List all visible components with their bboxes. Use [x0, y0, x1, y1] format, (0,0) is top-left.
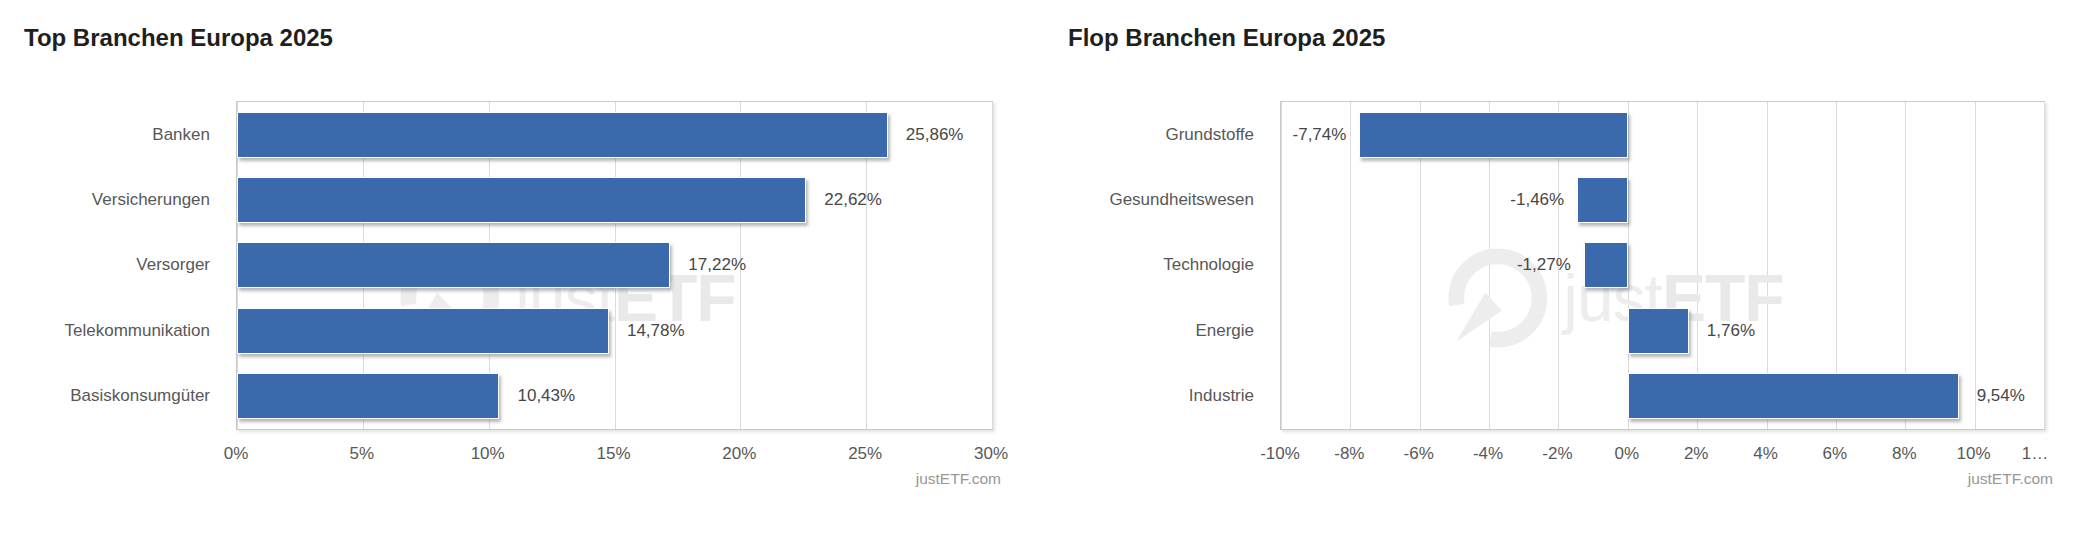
- value-label: -7,74%: [1293, 125, 1347, 145]
- x-tick-label: 10%: [1957, 444, 1991, 464]
- bar-row: Gesundheitswesen-1,46%: [1281, 167, 2044, 232]
- bar[interactable]: [237, 308, 609, 354]
- x-tick-label: -10%: [1260, 444, 1300, 464]
- bar[interactable]: [1577, 177, 1628, 223]
- bar-row: Banken25,86%: [237, 102, 992, 167]
- bar-row: Industrie9,54%: [1281, 364, 2044, 429]
- bar-row: Basiskonsumgüter10,43%: [237, 364, 992, 429]
- credit-justetf: justETF.com: [236, 470, 1001, 488]
- value-label: 10,43%: [517, 386, 575, 406]
- x-tick-label: 8%: [1892, 444, 1917, 464]
- bar[interactable]: [237, 373, 499, 419]
- x-tick-label: 20%: [722, 444, 756, 464]
- plot-area: justETF Banken25,86%Versicherungen22,62%…: [236, 101, 993, 430]
- bar-row: Versorger17,22%: [237, 233, 992, 298]
- x-tick-label: 6%: [1823, 444, 1848, 464]
- x-tick-label: 2%: [1684, 444, 1709, 464]
- bar-row: Grundstoffe-7,74%: [1281, 102, 2044, 167]
- category-label: Technologie: [1163, 255, 1254, 275]
- plot-area: justETF Grundstoffe-7,74%Gesundheitswese…: [1280, 101, 2045, 430]
- chart-title: Flop Branchen Europa 2025: [1068, 24, 1385, 52]
- x-tick-label: 15%: [596, 444, 630, 464]
- x-tick-label: 0%: [224, 444, 249, 464]
- category-label: Gesundheitswesen: [1109, 190, 1254, 210]
- credit-justetf: justETF.com: [1280, 470, 2053, 488]
- value-label: 14,78%: [627, 321, 685, 341]
- category-label: Basiskonsumgüter: [70, 386, 210, 406]
- bar-row: Technologie-1,27%: [1281, 233, 2044, 298]
- category-label: Energie: [1195, 321, 1254, 341]
- x-tick-label: 0%: [1615, 444, 1640, 464]
- x-tick-label: -6%: [1404, 444, 1434, 464]
- bar[interactable]: [237, 177, 806, 223]
- bar-row: Energie1,76%: [1281, 298, 2044, 363]
- bar[interactable]: [1628, 373, 1959, 419]
- x-tick-label: -4%: [1473, 444, 1503, 464]
- x-tick-label: 1…: [2022, 444, 2048, 464]
- chart-title: Top Branchen Europa 2025: [24, 24, 333, 52]
- bar-row: Telekommunikation14,78%: [237, 298, 992, 363]
- chart-panel-top-branchen: Top Branchen Europa 2025 justETF Banken2…: [0, 0, 1044, 548]
- value-label: 25,86%: [906, 125, 964, 145]
- value-label: 17,22%: [688, 255, 746, 275]
- bar[interactable]: [1628, 308, 1689, 354]
- value-label: -1,46%: [1510, 190, 1564, 210]
- x-tick-label: 10%: [471, 444, 505, 464]
- bar[interactable]: [1359, 112, 1627, 158]
- value-label: -1,27%: [1517, 255, 1571, 275]
- x-tick-label: -8%: [1334, 444, 1364, 464]
- branchen-charts-page: Top Branchen Europa 2025 justETF Banken2…: [0, 0, 2088, 548]
- bar[interactable]: [1584, 242, 1628, 288]
- category-label: Telekommunikation: [64, 321, 210, 341]
- x-tick-label: -2%: [1542, 444, 1572, 464]
- x-tick-label: 5%: [350, 444, 375, 464]
- value-label: 22,62%: [824, 190, 882, 210]
- value-label: 1,76%: [1707, 321, 1755, 341]
- gridline: [2044, 102, 2045, 429]
- x-axis: 0%5%10%15%20%25%30%: [236, 444, 991, 468]
- bars-layer: Banken25,86%Versicherungen22,62%Versorge…: [237, 102, 992, 429]
- value-label: 9,54%: [1977, 386, 2025, 406]
- category-label: Versicherungen: [92, 190, 210, 210]
- category-label: Versorger: [136, 255, 210, 275]
- category-label: Industrie: [1189, 386, 1254, 406]
- category-label: Grundstoffe: [1165, 125, 1254, 145]
- chart-panel-flop-branchen: Flop Branchen Europa 2025 justETF Grunds…: [1044, 0, 2088, 548]
- category-label: Banken: [152, 125, 210, 145]
- bar-row: Versicherungen22,62%: [237, 167, 992, 232]
- x-axis: -10%-8%-6%-4%-2%0%2%4%6%8%10%1…: [1280, 444, 2043, 468]
- x-tick-label: 30%: [974, 444, 1008, 464]
- bar[interactable]: [237, 112, 888, 158]
- x-tick-label: 4%: [1753, 444, 1778, 464]
- bars-layer: Grundstoffe-7,74%Gesundheitswesen-1,46%T…: [1281, 102, 2044, 429]
- x-tick-label: 25%: [848, 444, 882, 464]
- gridline: [992, 102, 993, 429]
- bar[interactable]: [237, 242, 670, 288]
